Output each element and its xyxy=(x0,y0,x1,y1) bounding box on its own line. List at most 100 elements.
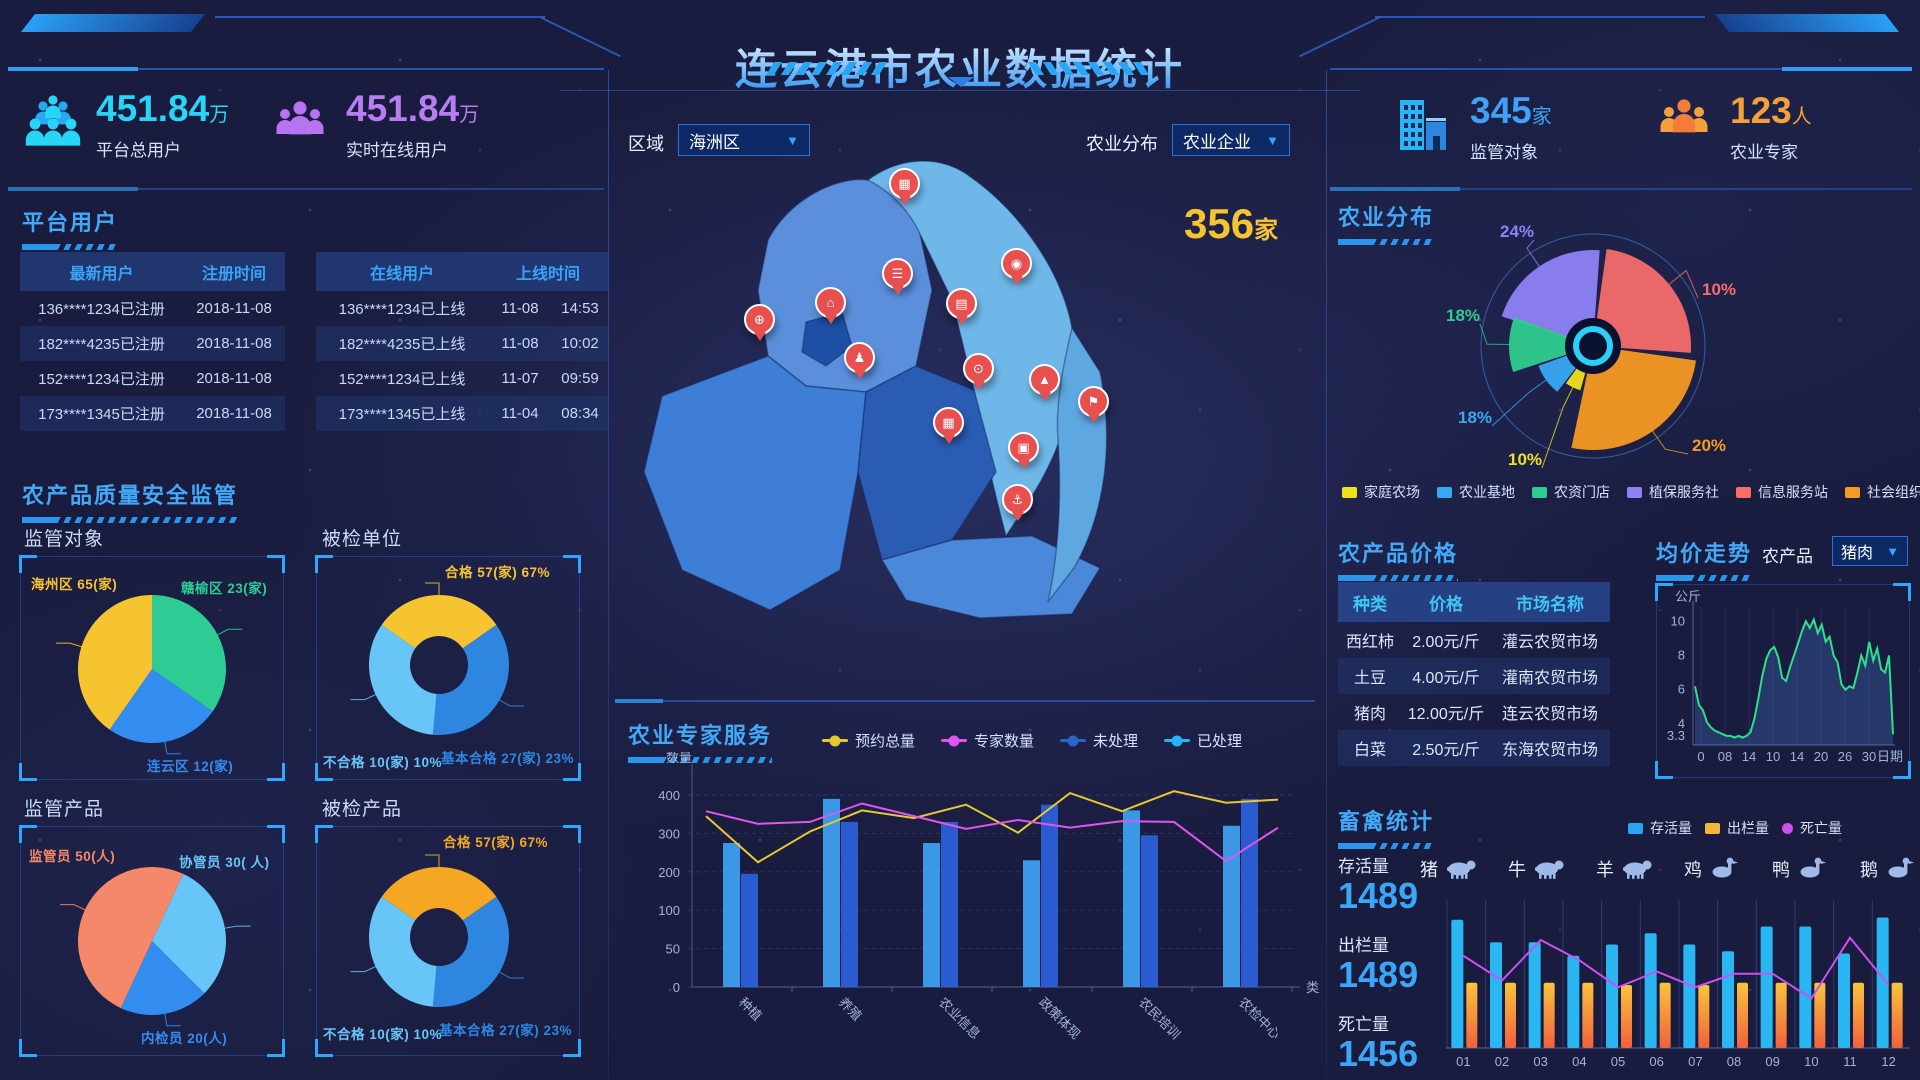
legend-item-植保服务社[interactable]: 植保服务社 xyxy=(1627,482,1719,502)
expert-service-chart: 400 300 200 100 50 0 数量类型种植 养殖 农业信息 政策体现 农民培训 农检中心 xyxy=(658,752,1320,1042)
bar-slaughter[interactable] xyxy=(1659,982,1671,1048)
bar-alive[interactable] xyxy=(1838,953,1850,1049)
legend-item-农资门店[interactable]: 农资门店 xyxy=(1532,482,1610,502)
pie-slice-基本合格[interactable] xyxy=(432,896,509,1007)
cell: 2018-11-08 xyxy=(183,326,285,361)
map-marker-6[interactable]: ▤ xyxy=(946,288,977,319)
pie-slice-合格[interactable] xyxy=(381,867,497,921)
bar-done[interactable] xyxy=(823,798,840,987)
legend-item-信息服务站[interactable]: 信息服务站 xyxy=(1736,482,1828,502)
legend-marker xyxy=(822,735,848,746)
y-tick: 10 xyxy=(1671,613,1685,628)
legend-item-家庭农场[interactable]: 家庭农场 xyxy=(1342,482,1420,502)
bar-pending[interactable] xyxy=(1141,835,1158,987)
rose-slice-农资门店[interactable] xyxy=(1509,317,1593,372)
bar-slaughter[interactable] xyxy=(1737,982,1748,1048)
map-marker-12[interactable]: ▣ xyxy=(1008,432,1039,463)
bar-alive[interactable] xyxy=(1722,951,1734,1048)
bar-done[interactable] xyxy=(1023,860,1040,987)
legend-item-农业基地[interactable]: 农业基地 xyxy=(1437,482,1515,502)
bar-slaughter[interactable] xyxy=(1853,982,1864,1048)
bar-alive[interactable] xyxy=(1644,933,1657,1048)
bar-slaughter[interactable] xyxy=(1814,982,1826,1048)
pie-slice-连云区[interactable] xyxy=(109,669,213,743)
pie-slice-不合格[interactable] xyxy=(369,896,437,1007)
bar-done[interactable] xyxy=(923,843,940,987)
bar-slaughter[interactable] xyxy=(1543,982,1555,1048)
district-south[interactable] xyxy=(880,535,1102,619)
pie-slice-内检员[interactable] xyxy=(120,941,205,1015)
header-line xyxy=(1375,16,1705,18)
pie-slice-不合格[interactable] xyxy=(369,624,437,735)
dist-select-value: 农业企业 xyxy=(1183,132,1251,152)
legend-item-专家数量[interactable]: 专家数量 xyxy=(941,730,1034,751)
pie-slice-监管员[interactable] xyxy=(78,867,184,1009)
bar-slaughter[interactable] xyxy=(1775,982,1787,1048)
animal-icon xyxy=(1447,860,1476,879)
bar-pending[interactable] xyxy=(941,821,958,987)
rose-percent-植保服务社: 24% xyxy=(1500,222,1535,241)
legend-item-已处理[interactable]: 已处理 xyxy=(1164,730,1242,751)
bar-alive[interactable] xyxy=(1760,926,1773,1049)
rose-slice-信息服务站[interactable] xyxy=(1593,248,1691,353)
map-marker-2[interactable]: ☰ xyxy=(882,258,913,289)
map-marker-5[interactable]: ⊕ xyxy=(744,304,775,335)
bar-slaughter[interactable] xyxy=(1582,982,1594,1048)
bar-slaughter[interactable] xyxy=(1698,985,1710,1048)
bar-pending[interactable] xyxy=(741,873,758,987)
header-line xyxy=(215,16,545,18)
bar-slaughter[interactable] xyxy=(1891,982,1903,1048)
legend-item-存活量[interactable]: 存活量 xyxy=(1628,818,1692,838)
page-title: 连云港市农业数据统计 xyxy=(0,36,1920,97)
bar-alive[interactable] xyxy=(1567,955,1580,1048)
bar-pending[interactable] xyxy=(1241,798,1258,987)
map-marker-9[interactable]: ▲ xyxy=(1029,364,1060,395)
section-title-expert-service: 农业专家服务 xyxy=(628,718,772,763)
bar-alive[interactable] xyxy=(1799,926,1812,1049)
map-marker-13[interactable]: ⚓ xyxy=(1002,484,1033,515)
map-marker-4[interactable]: ⌂ xyxy=(815,287,846,318)
livestock-stat-label: 出栏量 xyxy=(1338,935,1389,955)
bar-alive[interactable] xyxy=(1876,917,1889,1049)
bar-pending[interactable] xyxy=(841,821,858,987)
pie-slice-海州区[interactable] xyxy=(77,595,152,730)
legend-item-未处理[interactable]: 未处理 xyxy=(1060,730,1138,751)
livestock-legend: 存活量 出栏量 死亡量 xyxy=(1628,818,1842,838)
bar-alive[interactable] xyxy=(1528,942,1541,1048)
pie-slice-赣榆区[interactable] xyxy=(152,595,226,712)
map-marker-8[interactable]: ⊙ xyxy=(963,353,994,384)
pie-label-不合格: 不合格 10(家) 10% xyxy=(323,755,443,770)
legend-item-预约总量[interactable]: 预约总量 xyxy=(822,730,915,751)
pie-slice-基本合格[interactable] xyxy=(432,624,509,735)
legend-label: 信息服务站 xyxy=(1758,484,1828,500)
district-west[interactable] xyxy=(643,355,867,611)
bar-slaughter[interactable] xyxy=(1621,985,1632,1048)
bar-slaughter[interactable] xyxy=(1466,982,1478,1048)
dist-select[interactable]: 农业企业 ▼ xyxy=(1172,124,1290,156)
latest-user-row: 182****4235已注册 2018-11-08 xyxy=(20,326,285,361)
map-marker-3[interactable]: ◉ xyxy=(1001,248,1032,279)
bar-alive[interactable] xyxy=(1606,944,1618,1049)
cell: 11-08 xyxy=(501,300,539,317)
legend-item-社会组织[interactable]: 社会组织 xyxy=(1845,482,1920,502)
pie-slice-合格[interactable] xyxy=(381,595,497,649)
bar-slaughter[interactable] xyxy=(1505,982,1516,1048)
marker-glyph-icon: ▣ xyxy=(1017,439,1030,455)
bar-done[interactable] xyxy=(1123,810,1140,987)
product-select[interactable]: 猪肉 ▼ xyxy=(1832,536,1908,566)
bar-done[interactable] xyxy=(723,843,740,987)
region-select[interactable]: 海洲区 ▼ xyxy=(678,124,810,156)
pie-slice-协管员[interactable] xyxy=(152,873,226,994)
bar-done[interactable] xyxy=(1223,825,1240,987)
bar-pending[interactable] xyxy=(1041,804,1058,987)
y-tick: 8 xyxy=(1678,647,1685,662)
legend-item-死亡量[interactable]: 死亡量 xyxy=(1782,818,1842,838)
bar-alive[interactable] xyxy=(1683,944,1696,1049)
legend-item-出栏量[interactable]: 出栏量 xyxy=(1705,818,1769,838)
map-marker-1[interactable]: ▦ xyxy=(889,168,920,199)
map-marker-10[interactable]: ⚑ xyxy=(1078,386,1109,417)
map-marker-7[interactable]: ♟ xyxy=(844,342,875,373)
bar-alive[interactable] xyxy=(1451,919,1464,1048)
bar-alive[interactable] xyxy=(1490,942,1502,1048)
map-marker-11[interactable]: ▦ xyxy=(933,407,964,438)
